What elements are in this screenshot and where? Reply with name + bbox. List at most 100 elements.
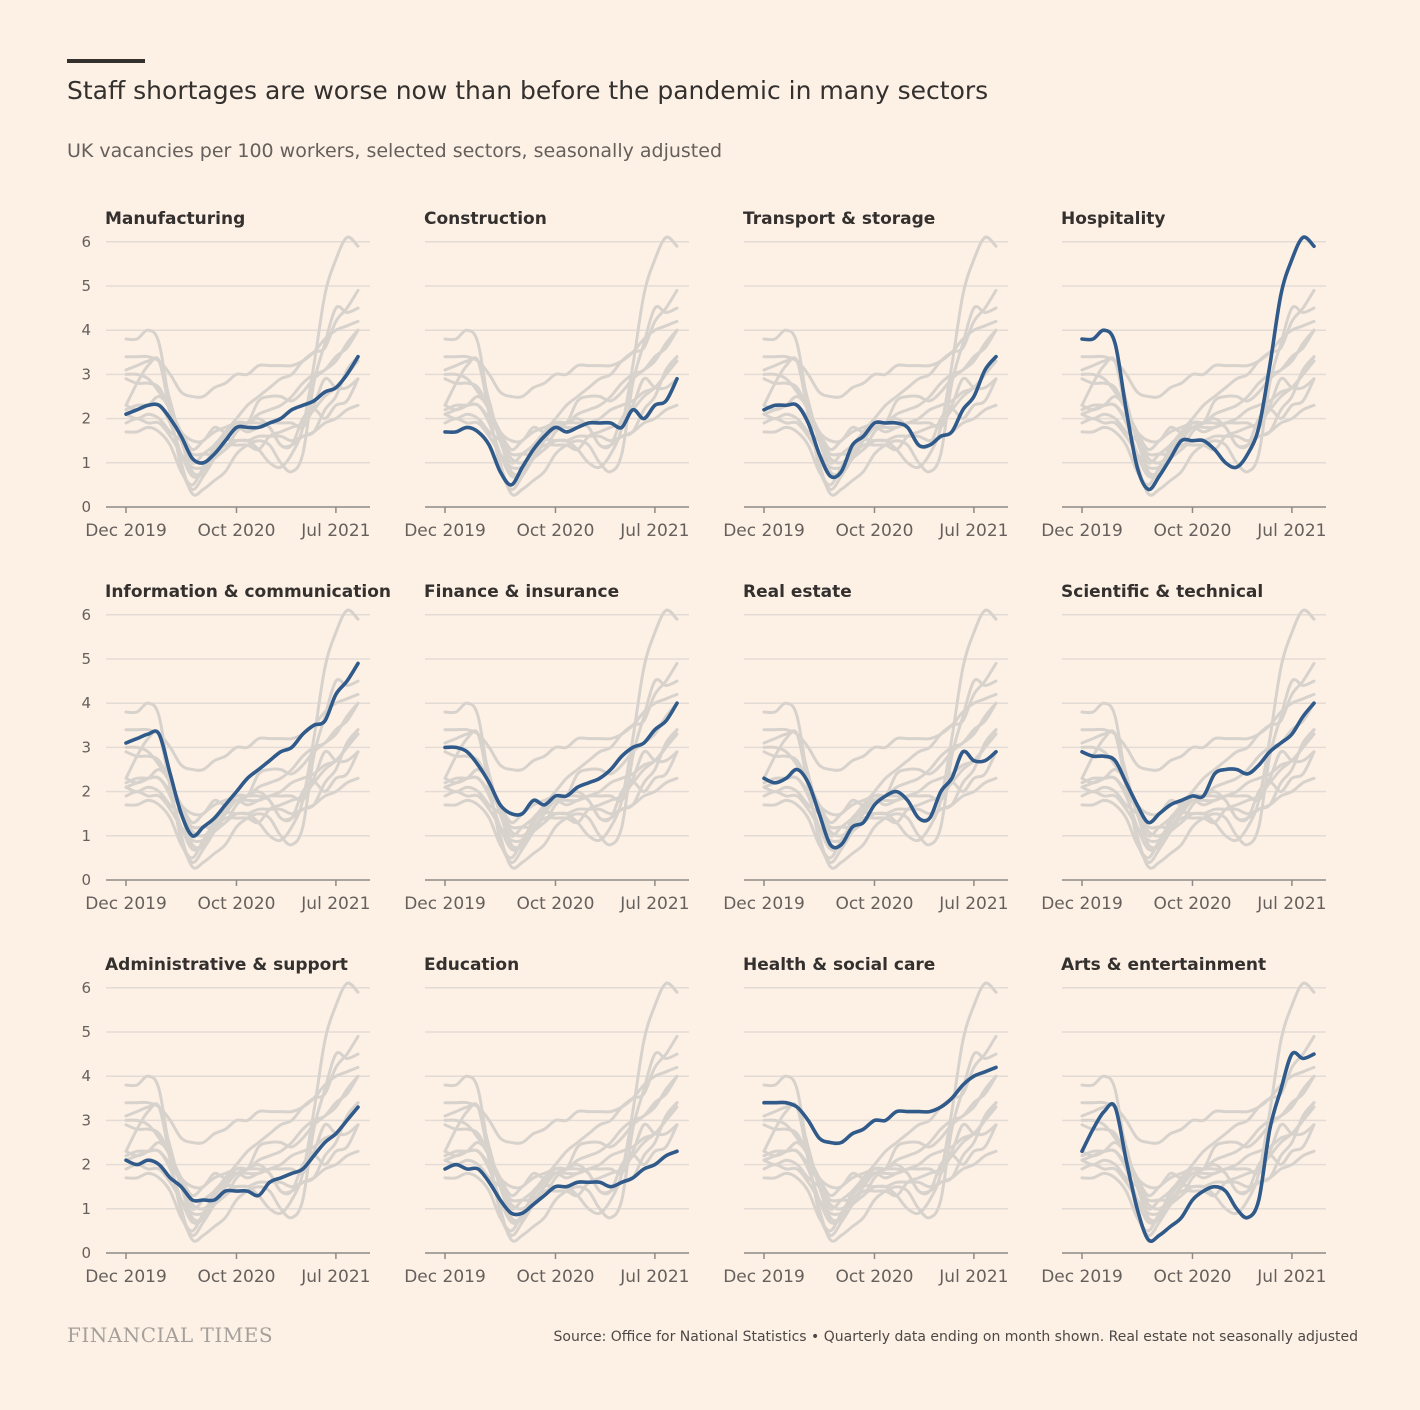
highlight-line bbox=[124, 661, 360, 838]
x-tick-label: Dec 2019 bbox=[1041, 894, 1123, 914]
x-tick-label: Oct 2020 bbox=[835, 1267, 913, 1287]
x-tick-label: Oct 2020 bbox=[516, 894, 594, 914]
context-line bbox=[124, 288, 360, 465]
y-tick-label: 0 bbox=[81, 1244, 91, 1262]
x-tick-label: Dec 2019 bbox=[1041, 521, 1123, 541]
y-tick-label: 0 bbox=[81, 498, 91, 516]
highlight-line bbox=[762, 749, 998, 850]
y-tick-label: 4 bbox=[81, 1067, 91, 1085]
context-line bbox=[762, 1149, 998, 1217]
panel-title: Information & communication bbox=[105, 582, 391, 602]
panel-construction: Dec 2019 Oct 2020 Jul 2021 Construction bbox=[404, 209, 689, 541]
context-line bbox=[762, 319, 998, 399]
y-tick-label: 3 bbox=[81, 738, 91, 756]
context-line bbox=[124, 377, 360, 487]
panel-hospitality: Dec 2019 Oct 2020 Jul 2021 Hospitality bbox=[1041, 209, 1326, 541]
highlight-line bbox=[443, 701, 679, 817]
context-line bbox=[443, 776, 679, 844]
x-tick-label: Jul 2021 bbox=[1256, 1267, 1326, 1287]
context-line bbox=[443, 692, 679, 772]
context-line bbox=[1080, 678, 1316, 870]
context-line bbox=[762, 732, 998, 830]
x-tick-label: Jul 2021 bbox=[938, 521, 1008, 541]
context-line bbox=[443, 319, 679, 399]
panel-title: Arts & entertainment bbox=[1061, 955, 1266, 975]
x-tick-label: Dec 2019 bbox=[85, 894, 167, 914]
panel-title: Health & social care bbox=[743, 955, 935, 975]
panel-title: Administrative & support bbox=[105, 955, 348, 975]
context-line bbox=[124, 1149, 360, 1217]
panel-title: Education bbox=[424, 955, 519, 975]
context-line bbox=[1080, 1149, 1316, 1217]
x-tick-label: Dec 2019 bbox=[1041, 1267, 1123, 1287]
source-note: Source: Office for National Statistics •… bbox=[553, 1329, 1358, 1345]
x-tick-label: Oct 2020 bbox=[1153, 521, 1231, 541]
x-tick-label: Jul 2021 bbox=[619, 1267, 689, 1287]
highlight-line bbox=[124, 1105, 360, 1203]
highlight-line bbox=[124, 354, 360, 465]
highlight-line bbox=[443, 1149, 679, 1217]
x-tick-label: Jul 2021 bbox=[938, 1267, 1008, 1287]
y-tick-label: 4 bbox=[81, 321, 91, 339]
y-tick-label: 5 bbox=[81, 650, 91, 668]
panel-education: Dec 2019 Oct 2020 Jul 2021 Education bbox=[404, 955, 689, 1287]
context-line bbox=[1080, 1123, 1316, 1233]
context-line bbox=[443, 750, 679, 860]
panel-health-social-care: Dec 2019 Oct 2020 Jul 2021 Health & social … bbox=[723, 955, 1008, 1287]
y-tick-label: 1 bbox=[81, 1200, 91, 1218]
context-line bbox=[124, 319, 360, 399]
context-line bbox=[762, 692, 998, 772]
panel-scientific-technical: Dec 2019 Oct 2020 Jul 2021 Scientific & tec… bbox=[1041, 582, 1326, 914]
x-tick-label: Jul 2021 bbox=[300, 894, 370, 914]
x-tick-label: Jul 2021 bbox=[938, 894, 1008, 914]
x-tick-label: Dec 2019 bbox=[404, 521, 486, 541]
x-tick-label: Dec 2019 bbox=[723, 521, 805, 541]
y-tick-label: 1 bbox=[81, 454, 91, 472]
context-line bbox=[762, 1123, 998, 1233]
context-line bbox=[124, 403, 360, 471]
x-tick-label: Jul 2021 bbox=[619, 894, 689, 914]
y-tick-label: 0 bbox=[81, 871, 91, 889]
context-line bbox=[1080, 732, 1316, 830]
x-tick-label: Jul 2021 bbox=[300, 521, 370, 541]
y-tick-label: 5 bbox=[81, 1023, 91, 1041]
y-tick-label: 6 bbox=[81, 233, 91, 251]
y-tick-label: 3 bbox=[81, 1111, 91, 1129]
context-line bbox=[1080, 692, 1316, 772]
x-tick-label: Dec 2019 bbox=[85, 1267, 167, 1287]
context-line bbox=[1080, 1034, 1316, 1211]
highlight-line bbox=[1080, 701, 1316, 825]
context-line bbox=[124, 1051, 360, 1243]
context-line bbox=[443, 1105, 679, 1203]
panel-title: Real estate bbox=[743, 582, 852, 602]
context-line bbox=[443, 1034, 679, 1211]
panel-information-communication: 0 1 2 3 4 5 6 Dec 2019 Oct 2020 Jul 2021 Informati… bbox=[81, 582, 391, 914]
panel-administrative-support: 0 1 2 3 4 5 6 Dec 2019 Oct 2020 Jul 2021 Administr… bbox=[81, 955, 370, 1287]
context-line bbox=[124, 1123, 360, 1233]
context-line bbox=[1080, 377, 1316, 487]
context-line bbox=[124, 692, 360, 772]
x-tick-label: Jul 2021 bbox=[619, 521, 689, 541]
x-tick-label: Dec 2019 bbox=[404, 1267, 486, 1287]
highlight-line bbox=[1080, 235, 1316, 492]
panel-title: Scientific & technical bbox=[1061, 582, 1263, 602]
context-line bbox=[762, 403, 998, 471]
highlight-line bbox=[762, 1065, 998, 1146]
y-tick-label: 2 bbox=[81, 410, 91, 428]
chart-subtitle: UK vacancies per 100 workers, selected s… bbox=[67, 140, 723, 162]
context-line bbox=[762, 661, 998, 838]
context-line bbox=[762, 701, 998, 825]
context-line bbox=[1080, 1105, 1316, 1203]
y-tick-label: 2 bbox=[81, 783, 91, 801]
context-line bbox=[1080, 359, 1316, 457]
panel-title: Manufacturing bbox=[105, 209, 245, 229]
panel-title: Finance & insurance bbox=[424, 582, 619, 602]
panel-manufacturing: 0 1 2 3 4 5 6 Dec 2019 Oct 2020 Jul 2021 Manufactu… bbox=[81, 209, 370, 541]
x-tick-label: Oct 2020 bbox=[516, 1267, 594, 1287]
context-line bbox=[124, 732, 360, 830]
context-line bbox=[1080, 661, 1316, 838]
panel-title: Construction bbox=[424, 209, 547, 229]
x-tick-label: Jul 2021 bbox=[1256, 894, 1326, 914]
context-line bbox=[124, 750, 360, 860]
